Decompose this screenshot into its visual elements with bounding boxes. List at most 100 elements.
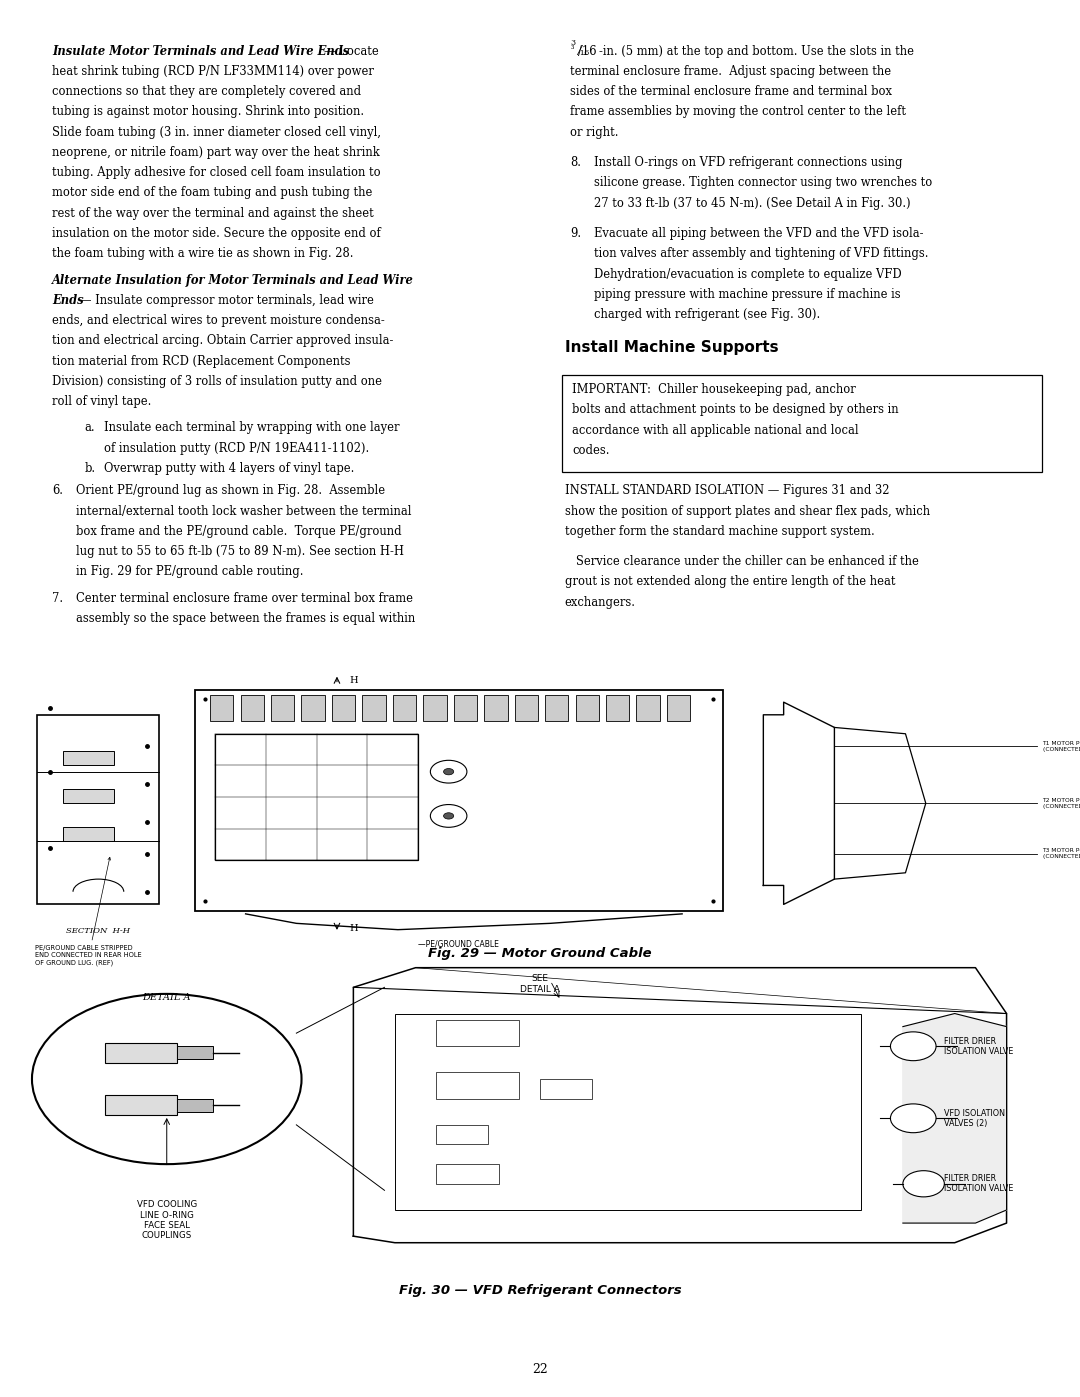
Circle shape bbox=[890, 1104, 936, 1133]
Text: INSTALL STANDARD ISOLATION — Figures 31 and 32: INSTALL STANDARD ISOLATION — Figures 31 … bbox=[565, 485, 889, 497]
Circle shape bbox=[430, 805, 467, 827]
Text: Division) consisting of 3 rolls of insulation putty and one: Division) consisting of 3 rolls of insul… bbox=[52, 374, 382, 388]
Bar bbox=[177, 1098, 214, 1112]
Text: T3 MOTOR POWER CABLE(S)
(CONNECTED TO VFD TERMINAL W): T3 MOTOR POWER CABLE(S) (CONNECTED TO VF… bbox=[1042, 848, 1080, 859]
Bar bbox=[332, 694, 355, 721]
Text: 9.: 9. bbox=[570, 226, 581, 240]
Text: Fig. 30 — VFD Refrigerant Connectors: Fig. 30 — VFD Refrigerant Connectors bbox=[399, 1284, 681, 1296]
Text: assembly so the space between the frames is equal within: assembly so the space between the frames… bbox=[76, 612, 415, 624]
Circle shape bbox=[444, 813, 454, 819]
Text: the foam tubing with a wire tie as shown in Fig. 28.: the foam tubing with a wire tie as shown… bbox=[52, 247, 353, 260]
Text: show the position of support plates and shear flex pads, which: show the position of support plates and … bbox=[565, 504, 930, 517]
Bar bbox=[215, 733, 418, 861]
Polygon shape bbox=[903, 1014, 1007, 1224]
Text: -in. (5 mm) at the top and bottom. Use the slots in the: -in. (5 mm) at the top and bottom. Use t… bbox=[599, 45, 915, 57]
Text: insulation on the motor side. Secure the opposite end of: insulation on the motor side. Secure the… bbox=[52, 226, 380, 240]
Text: tubing. Apply adhesive for closed cell foam insulation to: tubing. Apply adhesive for closed cell f… bbox=[52, 166, 380, 179]
Text: accordance with all applicable national and local: accordance with all applicable national … bbox=[572, 423, 859, 436]
Text: neoprene, or nitrile foam) part way over the heat shrink: neoprene, or nitrile foam) part way over… bbox=[52, 145, 379, 159]
Text: 22: 22 bbox=[532, 1363, 548, 1376]
Text: 7.: 7. bbox=[52, 591, 63, 605]
Bar bbox=[436, 1073, 519, 1098]
Text: codes.: codes. bbox=[572, 444, 610, 457]
Text: VFD COOLING
LINE O-RING
FACE SEAL
COUPLINGS: VFD COOLING LINE O-RING FACE SEAL COUPLI… bbox=[137, 1200, 197, 1241]
Text: T1 MOTOR POWER CABLE(S)
(CONNECTED TO VFD TERMINAL U): T1 MOTOR POWER CABLE(S) (CONNECTED TO VF… bbox=[1042, 740, 1080, 752]
Circle shape bbox=[903, 1171, 944, 1197]
Bar bbox=[636, 694, 660, 721]
Bar bbox=[63, 752, 113, 766]
Text: ³: ³ bbox=[570, 45, 573, 53]
Bar bbox=[362, 694, 386, 721]
Text: rest of the way over the terminal and against the sheet: rest of the way over the terminal and ag… bbox=[52, 207, 374, 219]
Text: roll of vinyl tape.: roll of vinyl tape. bbox=[52, 395, 151, 408]
Text: piping pressure with machine pressure if machine is: piping pressure with machine pressure if… bbox=[594, 288, 901, 300]
Text: tion material from RCD (Replacement Components: tion material from RCD (Replacement Comp… bbox=[52, 355, 350, 367]
Text: Slide foam tubing (3 in. inner diameter closed cell vinyl,: Slide foam tubing (3 in. inner diameter … bbox=[52, 126, 381, 138]
Text: 3: 3 bbox=[570, 39, 576, 47]
Text: H: H bbox=[349, 923, 357, 933]
Text: bolts and attachment points to be designed by others in: bolts and attachment points to be design… bbox=[572, 404, 899, 416]
Text: SEE
DETAIL A: SEE DETAIL A bbox=[521, 974, 559, 993]
Text: b.: b. bbox=[84, 462, 95, 475]
Text: 27 to 33 ft-lb (37 to 45 N-m). (See Detail A in Fig. 30.): 27 to 33 ft-lb (37 to 45 N-m). (See Deta… bbox=[594, 197, 910, 210]
Text: tion valves after assembly and tightening of VFD fittings.: tion valves after assembly and tightenin… bbox=[594, 247, 929, 260]
Bar bbox=[271, 694, 295, 721]
Text: VFD ISOLATION
VALVES (2): VFD ISOLATION VALVES (2) bbox=[944, 1109, 1005, 1127]
Text: box frame and the PE/ground cable.  Torque PE/ground: box frame and the PE/ground cable. Torqu… bbox=[76, 525, 402, 538]
Bar bbox=[194, 690, 723, 911]
Polygon shape bbox=[764, 703, 835, 904]
Text: —PE/GROUND CABLE: —PE/GROUND CABLE bbox=[418, 939, 499, 949]
Text: Dehydration/evacuation is complete to equalize VFD: Dehydration/evacuation is complete to eq… bbox=[594, 267, 902, 281]
Bar bbox=[454, 694, 477, 721]
Text: sides of the terminal enclosure frame and terminal box: sides of the terminal enclosure frame an… bbox=[570, 85, 892, 98]
Text: H: H bbox=[349, 676, 357, 685]
Circle shape bbox=[32, 993, 301, 1164]
Text: ⁄₁₆: ⁄₁₆ bbox=[578, 45, 589, 57]
Text: /16: /16 bbox=[578, 45, 596, 57]
Text: frame assemblies by moving the control center to the left: frame assemblies by moving the control c… bbox=[570, 105, 906, 119]
Bar bbox=[515, 694, 538, 721]
Bar bbox=[395, 1014, 862, 1210]
Text: heat shrink tubing (RCD P/N LF33MM114) over power: heat shrink tubing (RCD P/N LF33MM114) o… bbox=[52, 64, 374, 78]
Text: Orient PE/ground lug as shown in Fig. 28.  Assemble: Orient PE/ground lug as shown in Fig. 28… bbox=[76, 485, 384, 497]
Text: exchangers.: exchangers. bbox=[565, 595, 636, 609]
Text: Fig. 29 — Motor Ground Cable: Fig. 29 — Motor Ground Cable bbox=[428, 947, 652, 960]
Text: Insulate each terminal by wrapping with one layer: Insulate each terminal by wrapping with … bbox=[104, 422, 400, 434]
Bar bbox=[436, 1125, 488, 1144]
Text: terminal enclosure frame.  Adjust spacing between the: terminal enclosure frame. Adjust spacing… bbox=[570, 64, 891, 78]
Bar bbox=[423, 694, 447, 721]
Text: Center terminal enclosure frame over terminal box frame: Center terminal enclosure frame over ter… bbox=[76, 591, 413, 605]
Bar bbox=[63, 789, 113, 803]
Text: DETAIL A: DETAIL A bbox=[143, 993, 191, 1002]
Bar bbox=[241, 694, 264, 721]
Text: charged with refrigerant (see Fig. 30).: charged with refrigerant (see Fig. 30). bbox=[594, 307, 820, 321]
Text: SECTION  H-H: SECTION H-H bbox=[66, 926, 131, 935]
Bar bbox=[545, 694, 568, 721]
Circle shape bbox=[890, 1032, 936, 1060]
Text: motor side end of the foam tubing and push tubing the: motor side end of the foam tubing and pu… bbox=[52, 186, 373, 200]
Text: connections so that they are completely covered and: connections so that they are completely … bbox=[52, 85, 361, 98]
Text: PE/GROUND CABLE STRIPPED
END CONNECTED IN REAR HOLE
OF GROUND LUG. (REF): PE/GROUND CABLE STRIPPED END CONNECTED I… bbox=[36, 858, 143, 965]
Text: grout is not extended along the entire length of the heat: grout is not extended along the entire l… bbox=[565, 576, 895, 588]
Text: internal/external tooth lock washer between the terminal: internal/external tooth lock washer betw… bbox=[76, 504, 411, 517]
Bar bbox=[105, 1095, 177, 1115]
Text: silicone grease. Tighten connector using two wrenches to: silicone grease. Tighten connector using… bbox=[594, 176, 932, 190]
Text: of insulation putty (RCD P/N 19EA411-1102).: of insulation putty (RCD P/N 19EA411-110… bbox=[104, 441, 369, 455]
Text: Evacuate all piping between the VFD and the VFD isola-: Evacuate all piping between the VFD and … bbox=[594, 226, 923, 240]
Bar bbox=[540, 1078, 592, 1098]
Text: ends, and electrical wires to prevent moisture condensa-: ends, and electrical wires to prevent mo… bbox=[52, 314, 384, 327]
Text: — Locate: — Locate bbox=[324, 45, 379, 57]
Bar bbox=[562, 374, 1042, 472]
Text: or right.: or right. bbox=[570, 126, 619, 138]
Text: FILTER DRIER
ISOLATION VALVE: FILTER DRIER ISOLATION VALVE bbox=[944, 1173, 1014, 1193]
Text: — Insulate compressor motor terminals, lead wire: — Insulate compressor motor terminals, l… bbox=[80, 293, 374, 307]
Text: in Fig. 29 for PE/ground cable routing.: in Fig. 29 for PE/ground cable routing. bbox=[76, 566, 303, 578]
Bar bbox=[436, 1164, 499, 1183]
Bar bbox=[606, 694, 630, 721]
Text: 8.: 8. bbox=[570, 156, 581, 169]
Text: Ends: Ends bbox=[52, 293, 83, 307]
Bar bbox=[210, 694, 233, 721]
Polygon shape bbox=[353, 968, 1007, 1243]
Text: a.: a. bbox=[84, 422, 95, 434]
Circle shape bbox=[444, 768, 454, 775]
